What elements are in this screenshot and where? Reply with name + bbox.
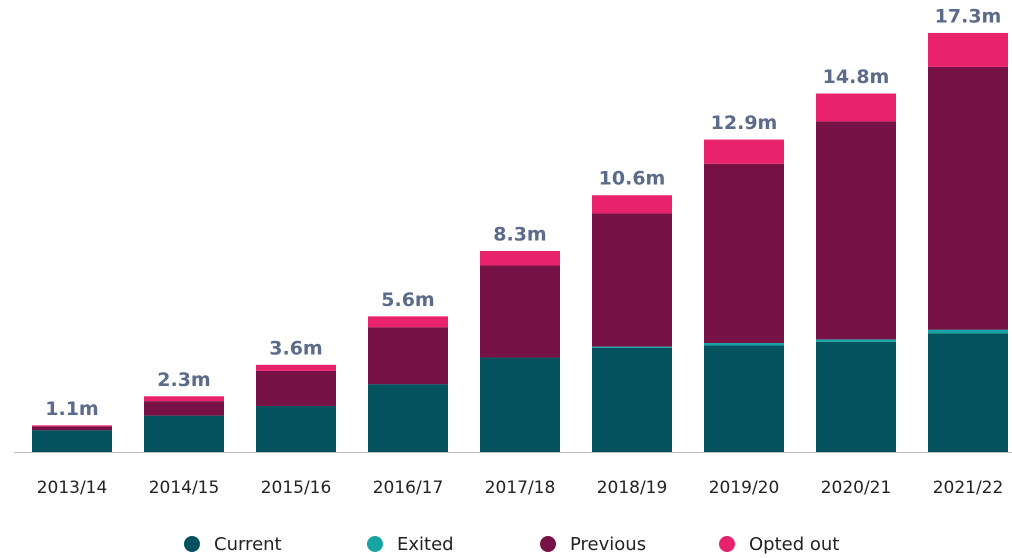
bar-segment <box>32 430 112 452</box>
bar-segment <box>816 341 896 452</box>
x-tick-label: 2015/16 <box>261 478 332 498</box>
bar-segment <box>368 384 448 452</box>
bar-segment <box>480 357 560 452</box>
bar-segment <box>368 327 448 385</box>
bar-segment <box>256 405 336 452</box>
bar-segment <box>592 346 672 348</box>
bar-segment <box>144 415 224 452</box>
x-tick-label: 2017/18 <box>485 478 556 498</box>
total-label: 1.1m <box>45 398 98 420</box>
legend-label: Current <box>214 534 282 555</box>
total-label: 2.3m <box>157 369 210 391</box>
x-tick-label: 2020/21 <box>821 478 892 498</box>
bar-segment <box>144 401 224 416</box>
bar-segment <box>704 139 784 164</box>
bar-segment <box>816 121 896 340</box>
legend-label: Opted out <box>749 534 839 555</box>
legend-swatch <box>719 536 735 552</box>
legend-label: Previous <box>570 534 646 555</box>
total-label: 8.3m <box>493 223 546 245</box>
x-tick-label: 2016/17 <box>373 478 444 498</box>
x-tick-label: 2013/14 <box>37 478 108 498</box>
x-tick-label: 2021/22 <box>933 478 1004 498</box>
bar-segment <box>368 316 448 328</box>
bar-segment <box>704 343 784 346</box>
total-label: 3.6m <box>269 337 322 359</box>
total-label: 14.8m <box>823 66 890 88</box>
bar-segment <box>592 195 672 214</box>
bar-segment <box>480 250 560 266</box>
bar-segment <box>32 425 112 427</box>
bar-segment <box>32 426 112 431</box>
legend-swatch <box>540 536 556 552</box>
total-label: 10.6m <box>599 168 666 190</box>
bar-segment <box>704 163 784 343</box>
bar-segment <box>256 370 336 406</box>
bar-segment <box>144 396 224 402</box>
bar-segment <box>816 339 896 342</box>
x-tick-label: 2018/19 <box>597 478 668 498</box>
legend-swatch <box>184 536 200 552</box>
bar-segment <box>816 93 896 122</box>
bar-segment <box>704 345 784 452</box>
x-tick-label: 2014/15 <box>149 478 220 498</box>
bar-segment <box>928 329 1008 334</box>
total-label: 5.6m <box>381 289 434 311</box>
x-tick-label: 2019/20 <box>709 478 780 498</box>
bar-segment <box>592 213 672 347</box>
total-label: 17.3m <box>935 5 1002 27</box>
bar-segment <box>256 364 336 371</box>
bar-segment <box>592 347 672 452</box>
bar-segment <box>928 66 1008 330</box>
bar-segment <box>928 32 1008 67</box>
total-label: 12.9m <box>711 112 778 134</box>
bar-segment <box>480 265 560 358</box>
legend-label: Exited <box>397 534 454 555</box>
bar-segment <box>928 333 1008 452</box>
legend-swatch <box>367 536 383 552</box>
